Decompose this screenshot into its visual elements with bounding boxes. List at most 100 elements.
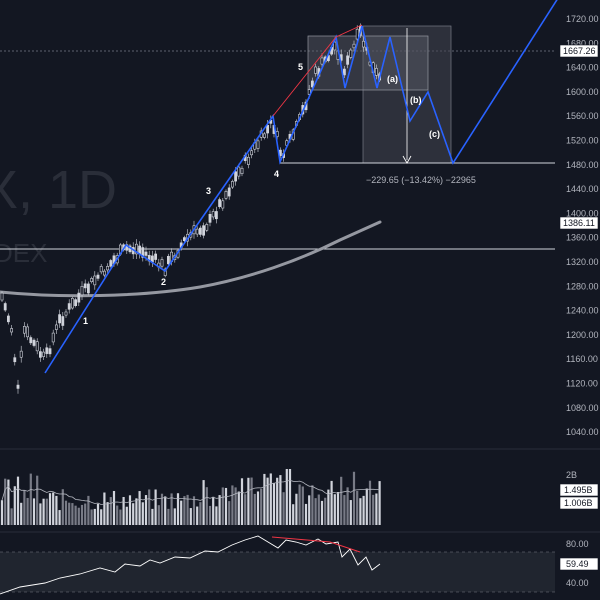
volume-bars [0,469,381,525]
wave-label-2: 2 [161,277,166,287]
candle-body [342,68,346,76]
volume-bar [202,480,205,525]
candle-body [109,260,113,267]
candle-body [374,68,378,76]
volume-bar [269,473,272,525]
candle-body [355,28,359,40]
price-tag-current-label: 1667.26 [563,46,596,56]
price-tick-label: 1240.00 [566,306,599,316]
volume-bar [48,493,52,525]
candle-body [167,255,170,265]
volume-bar [135,498,138,525]
candle-body [29,337,33,344]
candle-body [54,324,58,330]
volume-bar [362,495,365,525]
wave-count-line[interactable] [44,0,560,374]
volume-bar [125,506,128,525]
candle-body [183,237,186,242]
price-tick-label: 1320.00 [566,257,599,267]
price-tick-label: 1160.00 [566,354,598,364]
volume-bar [144,495,148,525]
volume-bar [260,488,263,525]
rsi-tick-high: 80.00 [566,539,589,549]
volume-bar [148,489,151,525]
volume-bar [100,509,103,525]
candle-body [240,167,244,174]
measure-box-small[interactable] [307,35,429,91]
volume-bar [244,494,247,525]
volume-average-line [1,479,380,506]
candle-body [208,214,212,223]
price-tick-label: 1480.00 [566,160,599,170]
candle-body [202,225,206,236]
volume-bar [4,478,7,525]
price-tick-label: 1680.00 [566,38,599,48]
candle-body [16,384,20,389]
volume-bar [128,495,132,525]
volume-bar [218,495,221,525]
candle-body [247,156,250,165]
volume-bar [154,489,157,525]
candle-body [307,89,311,95]
candle-body [99,266,103,273]
volume-bar [215,506,218,525]
moving-average-line[interactable] [0,220,382,298]
candle-body [7,315,10,323]
volume-bar [109,497,112,525]
volume-bar [282,492,285,525]
watermark-exchange: DEX [0,238,47,268]
volume-bar [378,481,381,525]
volume-bar [71,503,74,525]
candle-body [310,80,314,88]
candle-body [163,268,167,276]
volume-bar [295,493,298,525]
price-tick-label: 1600.00 [566,87,599,97]
candle-body [234,171,238,182]
rsi-value-tag [559,557,599,571]
candle-body [0,292,4,301]
volume-bar [103,492,106,525]
candle-body [141,247,145,258]
volume-bar [234,487,237,525]
volume-bar [324,497,327,525]
volume-bar [372,494,375,525]
candle-body [151,255,154,263]
candle-body [51,332,55,343]
candle-body [64,311,68,316]
candle-body [314,66,318,74]
candle-body [61,316,65,326]
candle-body [352,43,356,49]
trend-line-upper[interactable] [272,24,363,117]
volume-bar [247,477,250,525]
candle-body [22,326,26,334]
volume-bar [292,504,295,525]
price-tick-label: 1720.00 [566,14,599,24]
wave-label-a: (a) [387,74,398,84]
volume-bar [231,485,234,525]
price-axis[interactable]: 1720.00 1680.00 1640.00 1600.00 1560.00 1520.… [566,14,599,437]
price-tag-ma-label: 1386.11 [563,218,595,228]
volume-bar [359,498,362,525]
rsi-line[interactable] [0,535,381,595]
candle-body [346,55,350,65]
volume-bar [317,494,320,525]
rsi-value-label: 59.49 [566,559,589,569]
candle-body [237,166,241,177]
volume-bar [167,508,170,525]
candle-body [106,266,110,271]
volume-bar [186,494,189,525]
candle-body [13,357,17,363]
volume-bar [208,505,212,525]
volume-bar [272,482,276,525]
rsi-divergence-line[interactable] [271,536,361,553]
volume-bar [352,471,356,525]
wave-label-5: 5 [298,62,303,72]
price-tick-label: 1560.00 [566,111,599,121]
volume-bar [23,490,26,525]
volume-bar [336,492,340,525]
volume-bar [356,490,359,525]
candle-body [221,200,225,209]
volume-bar [320,500,324,525]
candle-body [26,326,30,338]
